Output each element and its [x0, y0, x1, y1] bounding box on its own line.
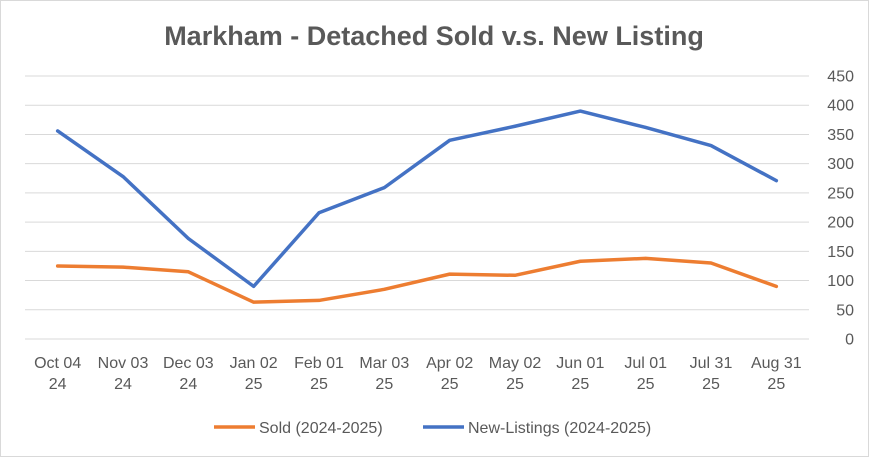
- series-line-new-listings: [55, 109, 779, 289]
- data-point: [578, 109, 582, 113]
- x-tick-label: Mar 03 25: [359, 355, 409, 393]
- data-point: [578, 259, 582, 263]
- legend: Sold (2024-2025) New-Listings (2024-2025): [214, 420, 651, 437]
- data-point: [774, 284, 778, 288]
- y-tick-label: 150: [827, 244, 854, 261]
- y-tick-label: 350: [827, 127, 854, 144]
- data-point: [252, 300, 256, 304]
- legend-label: Sold (2024-2025): [259, 420, 383, 437]
- data-point: [513, 273, 517, 277]
- data-point: [448, 272, 452, 276]
- legend-label: New-Listings (2024-2025): [468, 420, 651, 437]
- y-tick-label: 250: [827, 185, 854, 202]
- data-point: [709, 261, 713, 265]
- x-tick-label: Jul 01 25: [624, 355, 667, 393]
- x-tick-label: Feb 01 25: [294, 355, 344, 393]
- gridlines: [25, 75, 809, 340]
- x-axis-ticks: Oct 04 24 Nov 03 24 Dec 03 24 Jan 02 25 Feb 01 25…: [34, 355, 802, 393]
- data-point: [382, 287, 386, 291]
- x-tick-label: Jan 02 25: [230, 355, 278, 393]
- data-point: [709, 144, 713, 148]
- x-tick-label: Jun 01 25: [556, 355, 604, 393]
- x-tick-label: May 02 25: [489, 355, 542, 393]
- chart-title: Markham - Detached Sold v.s. New Listing: [164, 21, 704, 51]
- data-point: [644, 125, 648, 129]
- series-lines: [55, 109, 779, 304]
- data-point: [56, 129, 60, 133]
- series-line-sold: [55, 256, 779, 304]
- y-tick-label: 0: [845, 332, 854, 349]
- y-axis-ticks: 0 50 100 150 200 250 300 350 400 450: [827, 69, 854, 349]
- y-tick-label: 50: [836, 302, 854, 319]
- y-tick-label: 300: [827, 156, 854, 173]
- x-tick-label: Oct 04 24: [34, 355, 81, 393]
- data-point: [317, 211, 321, 215]
- data-point: [644, 256, 648, 260]
- data-point: [513, 124, 517, 128]
- x-tick-label: Apr 02 25: [426, 355, 473, 393]
- data-point: [56, 264, 60, 268]
- data-point: [121, 175, 125, 179]
- x-tick-label: Nov 03 24: [98, 355, 149, 393]
- y-tick-label: 400: [827, 98, 854, 115]
- data-point: [252, 284, 256, 288]
- x-tick-label: Aug 31 25: [751, 355, 802, 393]
- data-point: [774, 179, 778, 183]
- data-point: [186, 270, 190, 274]
- x-tick-label: Jul 31 25: [690, 355, 733, 393]
- data-point: [448, 138, 452, 142]
- data-point: [317, 298, 321, 302]
- data-point: [382, 186, 386, 190]
- y-tick-label: 450: [827, 69, 854, 86]
- y-tick-label: 100: [827, 273, 854, 290]
- x-tick-label: Dec 03 24: [163, 355, 214, 393]
- y-tick-label: 200: [827, 215, 854, 232]
- data-point: [186, 236, 190, 240]
- data-point: [121, 265, 125, 269]
